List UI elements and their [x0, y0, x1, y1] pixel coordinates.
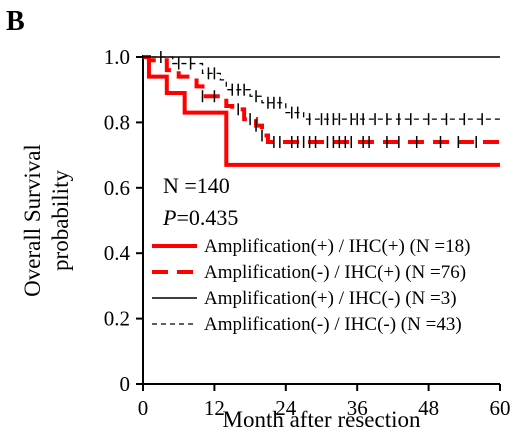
p-value-label: P=0.435 [162, 205, 238, 230]
curve-series-2 [143, 55, 500, 145]
x-tick-label: 24 [275, 396, 297, 420]
x-tick-label: 0 [138, 396, 149, 420]
y-axis-title-line: probability [48, 170, 73, 271]
p-symbol: P [162, 205, 176, 230]
panel-label: B [6, 6, 25, 37]
y-axis-title: Overall Survival probability [20, 144, 73, 297]
legend-label-3: Amplification(+) / IHC(-) (N =3) [204, 288, 457, 309]
y-axis-title-line: Overall Survival [20, 144, 45, 297]
legend-label-1: Amplification(+) / IHC(+) (N =18) [204, 236, 470, 257]
x-tick-label: 12 [204, 396, 225, 420]
survival-curves [143, 51, 500, 167]
y-tick-label: 0.8 [104, 110, 130, 134]
y-tick-label: 0.6 [104, 176, 130, 200]
curve-series-1 [143, 55, 500, 167]
y-tick-label: 0 [120, 372, 131, 396]
x-tick-label: 36 [347, 396, 368, 420]
legend-label-4: Amplification(-) / IHC(-) (N =43) [204, 314, 462, 335]
x-axis-title: Month after resection [223, 407, 421, 432]
legend-label-2: Amplification(-) / IHC(+) (N =76) [204, 262, 466, 283]
x-tick-label: 48 [418, 396, 439, 420]
annotations: N =140 P=0.435 [162, 173, 238, 230]
x-tick-label: 60 [490, 396, 511, 420]
y-tick-label: 0.2 [104, 307, 130, 331]
n-total-label: N =140 [163, 173, 230, 198]
axes: 0 12 24 36 48 60 0 0.2 0.4 0.6 0.8 1.0 Month after r… [20, 45, 511, 432]
p-value: =0.435 [176, 205, 238, 230]
legend: Amplification(+) / IHC(+) (N =18) Amplifi… [152, 236, 470, 335]
y-tick-label: 1.0 [104, 45, 130, 69]
y-tick-label: 0.4 [104, 241, 131, 265]
